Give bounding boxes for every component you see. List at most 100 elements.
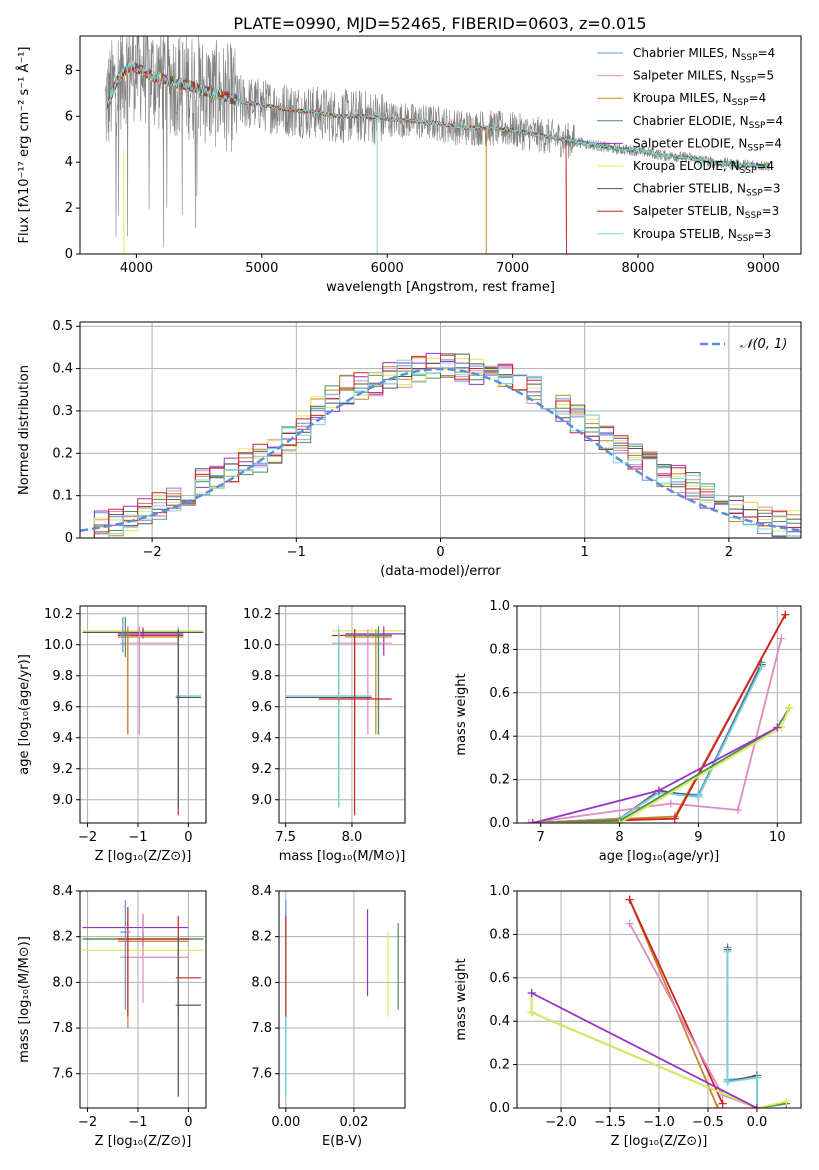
x-tick-label: 4000 [120, 261, 153, 276]
histogram-salpeter_stelib [80, 354, 801, 538]
observed-spectrum-line [104, 36, 770, 248]
y-tick-label: 0.2 [489, 773, 510, 788]
mass-vs-Z-panel: −2 −1 0 7.6 7.8 8.0 8.2 8.4 Z [log₁₀(Z/Z⊙)] mass … [17, 884, 207, 1149]
y-tick-label: 7.6 [52, 1067, 73, 1082]
massweight-vs-age-panel-plot-area [524, 610, 794, 823]
axes-frame [79, 35, 802, 255]
axes-frame [79, 605, 207, 824]
legend-subscript: SSP [747, 143, 764, 153]
legend-label: Chabrier MILES, N [633, 46, 741, 60]
massweight-vs-Z-panel-plot-area [527, 895, 791, 1108]
series-line-salpeter_elodie [532, 726, 778, 823]
data-point-marker [655, 786, 663, 795]
y-tick-label: 7.6 [251, 1067, 272, 1082]
x-axis-label: Z [log₁₀(Z/Z⊙)] [611, 1134, 708, 1149]
x-tick-label: 2 [725, 545, 733, 560]
y-tick-label: 10.2 [44, 607, 73, 622]
legend-suffix: =4 [756, 159, 774, 173]
y-tick-label: 8.0 [52, 975, 73, 990]
legend-entry: Chabrier MILES, NSSP=4 [633, 46, 775, 63]
y-tick-label: 9.2 [251, 762, 272, 777]
residuals-panel: −2 −1 0 1 2 0 0.1 0.2 0.3 0.4 0.5 (data-model)/erro… [17, 319, 802, 579]
y-tick-label: 0.2 [489, 1058, 510, 1073]
y-axis-label: mass weight [454, 958, 469, 1040]
x-tick-label: 7.5 [275, 830, 296, 845]
x-tick-label: −1 [128, 830, 147, 845]
series-line-kroupa_stelib [532, 666, 763, 823]
y-tick-label: 8.4 [251, 884, 272, 899]
legend-subscript: SSP [732, 98, 749, 108]
y-tick-label: 9.6 [251, 700, 272, 715]
data-point-marker [527, 1008, 536, 1017]
x-tick-label: 1 [581, 545, 589, 560]
x-tick-label: 8 [615, 830, 623, 845]
x-tick-label: 9000 [747, 261, 780, 276]
legend-suffix: =5 [756, 69, 774, 83]
x-axis-label: Z [log₁₀(Z/Z⊙)] [95, 849, 192, 864]
legend-subscript: SSP [749, 121, 766, 131]
x-tick-label: 5000 [245, 261, 278, 276]
legend-label: Salpeter STELIB, N [633, 204, 745, 218]
age-vs-mass-panel: 7.5 8.0 9.0 9.2 9.4 9.6 9.8 10.0 10.2 mass [log₁₀… [243, 605, 406, 864]
y-tick-label: 0 [65, 247, 73, 262]
series-line-salpeter_miles [528, 638, 783, 823]
legend-label: Salpeter ELODIE, N [633, 136, 747, 150]
series-line-chabrier_miles [726, 947, 758, 1108]
data-point-marker [723, 947, 732, 956]
y-tick-label: 9.4 [52, 731, 73, 746]
x-tick-label: −1 [287, 545, 306, 560]
y-tick-label: 1.0 [489, 599, 510, 614]
x-tick-label: −2 [78, 1115, 97, 1130]
y-tick-label: 0.2 [52, 446, 73, 461]
legend-subscript: SSP [741, 53, 758, 63]
legend-entry: Kroupa ELODIE, NSSP=4 [633, 159, 774, 176]
axes-frame [516, 605, 802, 824]
y-axis-label: Flux [fλ10⁻¹⁷ erg cm⁻² s⁻¹ Å⁻¹] [16, 47, 32, 244]
legend-subscript: SSP [746, 189, 763, 199]
y-tick-label: 9.8 [52, 669, 73, 684]
y-tick-label: 0.6 [489, 686, 510, 701]
x-axis-label: mass [log₁₀(M/M⊙)] [279, 849, 406, 864]
data-point-marker [782, 1097, 791, 1106]
legend-label: Chabrier STELIB, N [633, 182, 746, 196]
y-axis-label: mass weight [454, 673, 469, 755]
x-tick-label: 0 [436, 545, 444, 560]
legend-suffix: =4 [764, 136, 782, 150]
legend-suffix: =4 [749, 91, 767, 105]
x-tick-label: −2 [143, 545, 162, 560]
y-tick-label: 9.8 [251, 669, 272, 684]
y-tick-label: 7.8 [52, 1021, 73, 1036]
legend-entry: Chabrier STELIB, NSSP=3 [633, 182, 781, 199]
massweight-vs-Z-panel: −2.0 −1.5 −1.0 −0.5 0.0 0.0 0.2 0.4 0.6 0.8 1.0 Z [… [454, 884, 802, 1149]
legend-entry: Kroupa STELIB, NSSP=3 [633, 227, 771, 244]
x-tick-label: −1.0 [643, 1115, 675, 1130]
data-point-marker [524, 819, 533, 823]
legend-entry: 𝒩(0, 1) [740, 337, 787, 352]
legend-suffix: =4 [765, 114, 783, 128]
mass-vs-Z-panel-plot-area [82, 900, 204, 1097]
y-tick-label: 9.6 [52, 700, 73, 715]
y-tick-label: 0.0 [489, 1101, 510, 1116]
data-point-marker [718, 1099, 727, 1108]
y-tick-label: 7.8 [251, 1021, 272, 1036]
y-tick-label: 0 [65, 531, 73, 546]
y-axis-label: mass [log₁₀(M/M⊙)] [17, 936, 32, 1063]
y-tick-label: 0.4 [489, 1014, 510, 1029]
legend-label: Kroupa ELODIE, N [633, 159, 740, 173]
data-point-marker [694, 792, 703, 801]
legend-suffix: =3 [762, 204, 780, 218]
series-line-salpeter_elodie [531, 992, 758, 1108]
residuals-plot-area [80, 352, 801, 538]
series-line-kroupa_stelib [726, 951, 758, 1108]
y-tick-label: 0.0 [489, 816, 510, 831]
x-tick-label: 0.02 [339, 1115, 368, 1130]
data-point-marker [527, 988, 536, 997]
data-point-marker [781, 610, 790, 619]
model-spectrum-kroupa_stelib [105, 61, 770, 169]
legend-suffix: =4 [758, 46, 776, 60]
x-axis-label: Z [log₁₀(Z/Z⊙)] [95, 1134, 192, 1149]
data-point-marker [723, 1077, 732, 1086]
age-vs-mass-panel-plot-area [285, 626, 405, 816]
data-point-marker [528, 819, 537, 823]
x-axis-label: wavelength [Angstrom, rest frame] [326, 280, 555, 295]
